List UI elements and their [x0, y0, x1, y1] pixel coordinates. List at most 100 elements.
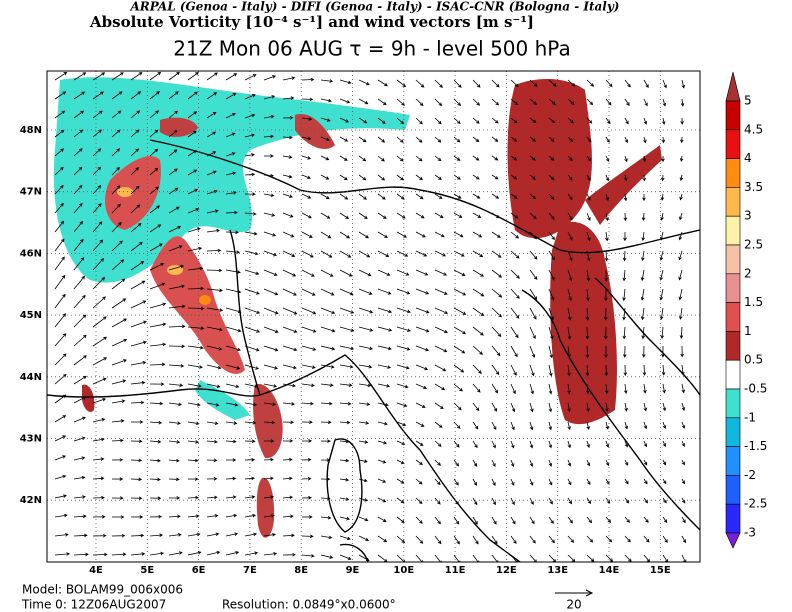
wind-arrow	[679, 326, 684, 339]
wind-arrow	[586, 212, 591, 221]
wind-arrow	[244, 74, 257, 81]
wind-arrow	[187, 91, 198, 100]
wind-arrow	[225, 132, 236, 138]
wind-arrow	[168, 187, 179, 195]
wind-arrow	[377, 269, 391, 276]
wind-arrow	[263, 552, 278, 556]
wind-arrow	[586, 193, 591, 201]
wind-arrow	[491, 269, 503, 278]
wind-arrow	[206, 92, 218, 100]
wind-arrow	[567, 459, 572, 467]
wind-arrow	[585, 326, 590, 340]
wind-arrow	[415, 117, 423, 125]
lat-label: 42N	[20, 495, 42, 506]
wind-arrow	[567, 326, 572, 340]
wind-arrow	[225, 230, 239, 235]
wind-arrow	[282, 96, 295, 100]
wind-arrow	[624, 136, 629, 144]
wind-arrow	[567, 174, 573, 181]
wind-arrow	[130, 185, 140, 195]
wind-arrow	[54, 373, 67, 385]
wind-arrow	[149, 91, 160, 100]
wind-arrow	[472, 307, 485, 317]
wind-arrow	[548, 288, 555, 301]
wind-arrow	[605, 212, 609, 222]
wind-arrow	[510, 345, 518, 358]
wind-arrow	[73, 238, 84, 252]
wind-arrow	[206, 288, 223, 293]
wind-arrow	[491, 497, 496, 506]
wind-arrow	[111, 379, 127, 385]
wind-arrow	[244, 250, 259, 256]
wind-arrow	[206, 495, 218, 500]
wind-arrow	[548, 117, 556, 124]
wind-arrow	[643, 383, 647, 394]
wind-arrow	[149, 262, 165, 271]
wind-arrow	[149, 362, 166, 367]
wind-arrow	[263, 420, 276, 425]
wind-arrow	[396, 554, 406, 562]
wind-arrow	[263, 532, 276, 537]
wind-arrow	[567, 516, 573, 524]
wind-arrow	[415, 497, 423, 505]
wind-arrow	[453, 383, 463, 392]
wind-arrow	[604, 345, 608, 359]
wind-arrow	[54, 71, 68, 81]
wind-arrow	[358, 554, 370, 562]
wind-arrow	[472, 535, 479, 545]
wind-arrow	[263, 75, 277, 81]
wind-arrow	[263, 495, 275, 499]
wind-arrow	[225, 250, 241, 254]
wind-arrow	[130, 91, 142, 100]
wind-arrow	[73, 334, 87, 347]
wind-arrow	[130, 552, 146, 556]
wind-arrow	[339, 458, 350, 463]
wind-arrow	[339, 193, 349, 200]
wind-arrow	[282, 250, 296, 257]
colorbar-segment	[725, 475, 741, 505]
wind-arrow	[225, 364, 241, 370]
wind-arrow	[149, 420, 163, 425]
wind-arrow	[339, 212, 350, 219]
wind-arrow	[662, 554, 669, 562]
wind-arrow	[320, 326, 336, 333]
wind-arrow	[567, 535, 575, 543]
wind-arrow	[206, 421, 219, 426]
wind-arrow	[168, 421, 181, 425]
wind-arrow	[320, 383, 334, 387]
wind-arrow	[529, 117, 537, 124]
wind-arrow	[680, 136, 684, 144]
wind-arrow	[377, 288, 392, 295]
colorbar-label: 4.5	[744, 122, 763, 136]
wind-arrow	[263, 307, 279, 315]
wind-arrow	[282, 269, 297, 277]
wind-arrow	[681, 79, 686, 89]
wind-arrow	[130, 340, 147, 347]
wind-arrow	[225, 171, 237, 176]
wind-arrow	[358, 307, 374, 314]
wind-arrow	[567, 269, 573, 282]
wind-arrow	[396, 535, 406, 544]
wind-arrow	[149, 401, 164, 406]
wind-arrow	[377, 117, 386, 124]
wind-arrow	[603, 307, 608, 321]
wind-arrow	[54, 202, 64, 214]
wind-arrow	[301, 364, 316, 369]
wind-arrow	[168, 533, 182, 537]
blob	[585, 145, 662, 225]
colorbar-label: -2.5	[744, 497, 767, 511]
wind-arrow	[73, 148, 83, 157]
wind-arrow	[92, 239, 104, 252]
wind-arrow	[73, 294, 86, 309]
wind-arrow	[320, 212, 331, 219]
wind-arrow	[377, 364, 392, 369]
wind-arrow	[358, 269, 372, 277]
wind-arrow	[679, 212, 683, 221]
wind-arrow	[548, 136, 555, 142]
wind-arrow	[605, 478, 610, 485]
vorticity-positive	[82, 78, 662, 538]
wind-arrow	[206, 170, 217, 176]
wind-arrow	[339, 117, 350, 123]
wind-arrow	[282, 552, 296, 557]
wind-arrow	[282, 231, 295, 238]
